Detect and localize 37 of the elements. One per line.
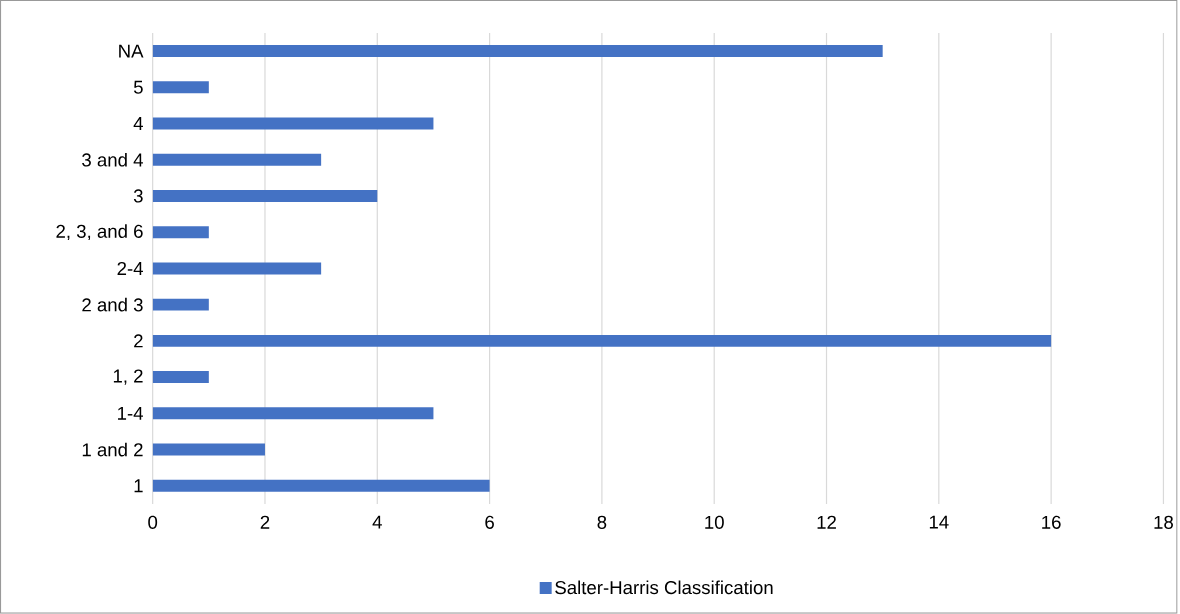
y-tick-label: 1 xyxy=(134,479,143,493)
bar xyxy=(152,443,265,456)
x-tick-label: 2 xyxy=(260,515,270,529)
legend-label: Salter-Harris Classification xyxy=(555,580,773,595)
bar xyxy=(152,81,209,94)
y-tick-label: 2, 3, and 6 xyxy=(56,224,143,241)
y-tick-label: 3 and 4 xyxy=(82,153,143,167)
x-tick-label: 0 xyxy=(148,515,158,530)
y-tick-label: 5 xyxy=(133,80,143,94)
y-tick-label: NA xyxy=(119,44,144,58)
bar xyxy=(152,45,883,58)
x-tick-label: 10 xyxy=(705,515,724,530)
y-tick-label: 2-4 xyxy=(117,262,143,276)
x-tick-label: 18 xyxy=(1154,515,1173,530)
bar xyxy=(152,335,1052,348)
bar xyxy=(152,479,490,492)
y-tick-label: 1, 2 xyxy=(113,369,143,385)
x-tick-label: 12 xyxy=(817,515,836,529)
x-tick-label: 4 xyxy=(372,515,382,529)
y-tick-label: 2 and 3 xyxy=(82,297,143,312)
x-tick-label: 14 xyxy=(929,515,949,529)
y-tick-label: 1-4 xyxy=(118,407,143,420)
bar xyxy=(152,190,378,203)
x-tick-label: 6 xyxy=(485,515,494,530)
x-tick-label: 8 xyxy=(597,515,607,530)
x-tick-label: 16 xyxy=(1042,515,1061,530)
bar xyxy=(152,226,209,239)
y-tick-label: 3 xyxy=(133,189,143,203)
y-tick-label: 4 xyxy=(133,117,143,131)
bar xyxy=(152,117,434,130)
bar xyxy=(152,262,322,275)
bar xyxy=(152,298,209,311)
y-tick-label: 2 xyxy=(134,334,143,348)
bar xyxy=(152,371,209,384)
bar xyxy=(152,153,322,166)
y-tick-label: 1 and 2 xyxy=(82,442,143,457)
bar xyxy=(152,407,434,420)
